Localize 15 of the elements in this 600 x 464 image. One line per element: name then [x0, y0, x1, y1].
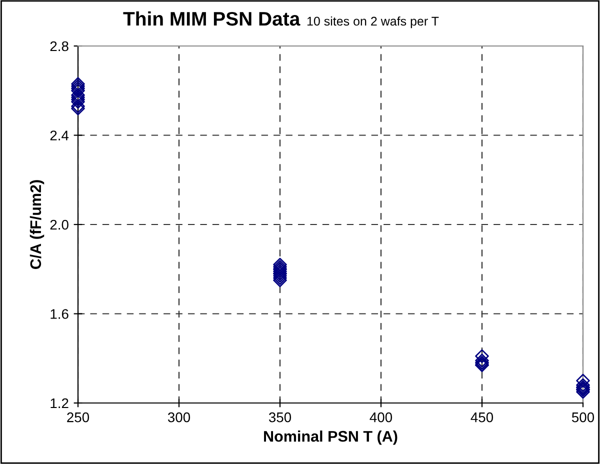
x-tick-label: 300 — [168, 412, 190, 422]
x-tick-label: 450 — [470, 412, 494, 422]
chart-subtitle: 10 sites on 2 wafs per T — [307, 16, 439, 28]
x-tick-label: 500 — [572, 412, 594, 422]
x-tick-label: 250 — [67, 412, 90, 422]
y-tick-label: 2.0 — [50, 220, 68, 230]
x-axis-title: Nominal PSN T (A) — [264, 430, 398, 445]
x-tick-label: 350 — [268, 412, 292, 422]
chart-title: Thin MIM PSN Data — [123, 11, 300, 26]
y-tick-label: 2.8 — [50, 41, 68, 52]
y-tick-label: 1.6 — [50, 309, 68, 319]
y-tick-label: 1.2 — [50, 398, 68, 408]
y-axis-title: C/A (fF/um2) — [30, 180, 44, 269]
x-tick-label: 400 — [370, 412, 392, 422]
y-tick-label: 2.4 — [50, 130, 69, 140]
